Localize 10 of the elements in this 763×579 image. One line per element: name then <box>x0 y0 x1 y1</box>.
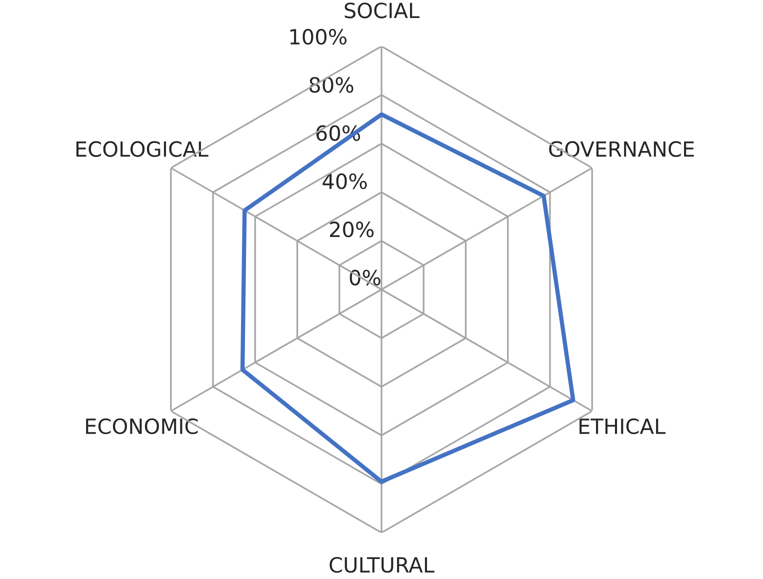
spoke-label: ECOLOGICAL <box>76 141 208 157</box>
spoke-label: GOVERNANCE <box>549 141 694 157</box>
spoke-label: ETHICAL <box>580 418 666 434</box>
y-tick-label: 100% <box>290 28 347 45</box>
y-tick-label: 40% <box>322 173 367 190</box>
spoke-label: ECONOMIC <box>86 418 198 434</box>
y-tick-label: 20% <box>330 222 374 238</box>
y-tick-label: 0% <box>350 270 380 286</box>
spoke-label: SOCIAL <box>344 2 420 18</box>
spoke-label: CULTURAL <box>330 556 434 573</box>
